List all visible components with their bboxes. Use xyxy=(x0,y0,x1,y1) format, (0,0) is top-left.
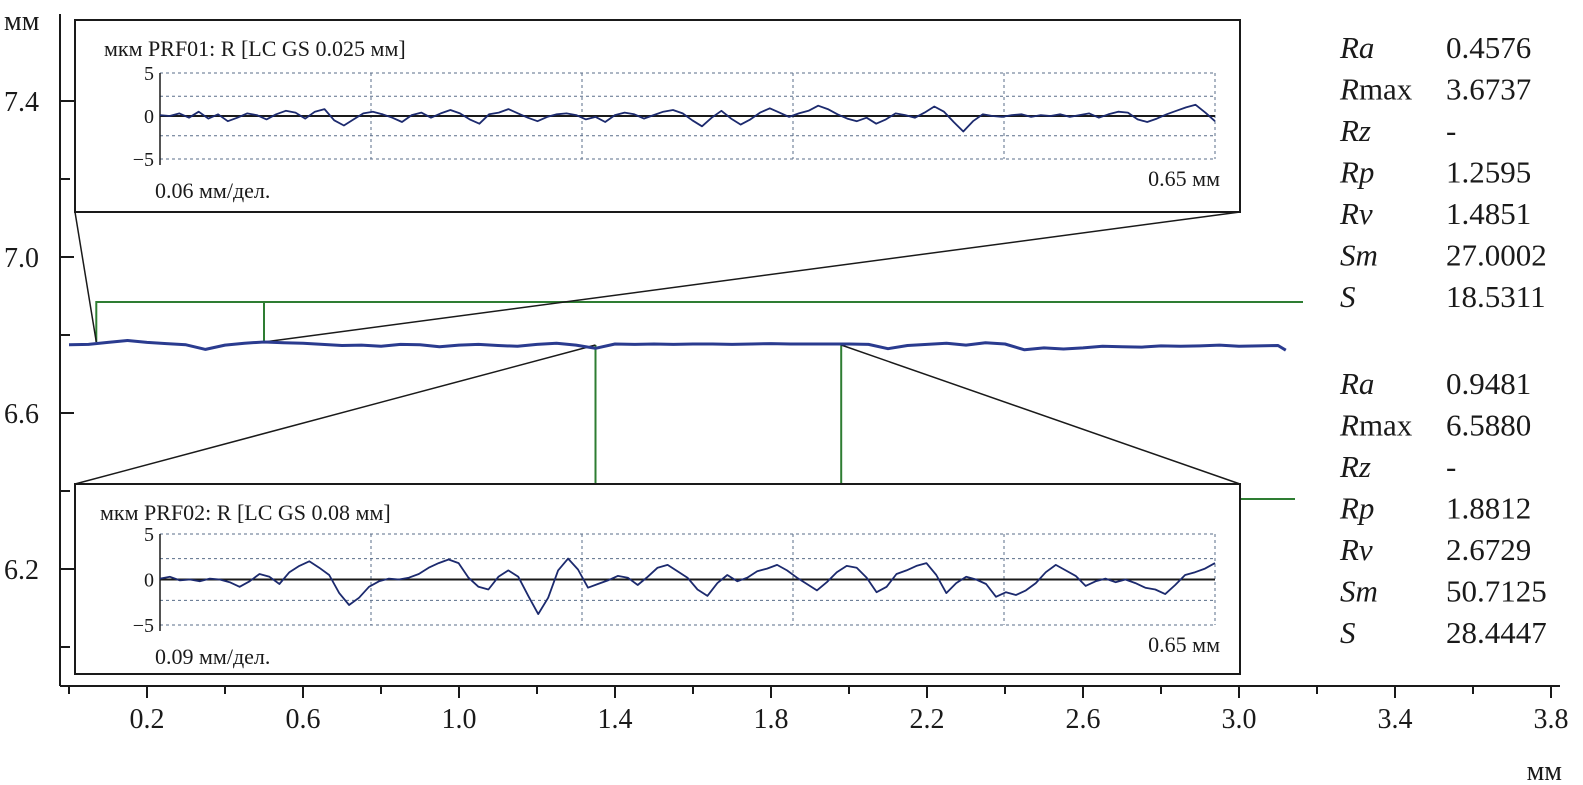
x-tick-label: 2.6 xyxy=(1066,704,1101,735)
y-tick-label: 7.0 xyxy=(4,243,39,274)
params-table-1: Ra 0.4576 Rmax 3.6737 Rz - Rp 1.2595 Rv 1.4851 Sm 2… xyxy=(1339,30,1547,314)
param-name: Rv xyxy=(1339,532,1373,567)
x-tick-label: 3.4 xyxy=(1378,704,1413,735)
main-profile-line xyxy=(68,339,1287,352)
inset-prf01: 5 0 −5 мкм PRF01: R [LC GS 0.025 мм] 0.06 мм… xyxy=(74,19,1241,213)
selection-markers xyxy=(74,211,1303,500)
params-table-2: Ra 0.9481 Rmax 6.5880 Rz - Rp 1.8812 Rv 2.6729 Sm 5… xyxy=(1339,366,1547,650)
inset-profile-line xyxy=(159,103,1216,133)
inset-title: мкм PRF02: R [LC GS 0.08 мм] xyxy=(100,500,391,525)
param-value: 2.6729 xyxy=(1446,532,1531,567)
x-tick-label: 3.8 xyxy=(1534,704,1569,735)
inset-y-tick-label: 0 xyxy=(144,570,154,592)
y-tick-label: 7.4 xyxy=(4,87,39,118)
param-value: 0.9481 xyxy=(1446,366,1531,401)
y-tick-label: 6.6 xyxy=(4,399,39,430)
param-value: 18.5311 xyxy=(1446,279,1546,314)
inset-y-tick-label: 0 xyxy=(144,106,154,128)
insets: 5 0 −5 мкм PRF01: R [LC GS 0.025 мм] 0.06 мм… xyxy=(74,19,1241,675)
inset-prf02: 5 0 −5 мкм PRF02: R [LC GS 0.08 мм] 0.09 мм/… xyxy=(74,483,1241,675)
inset-y-tick-label: −5 xyxy=(133,615,154,637)
x-tick-label: 3.0 xyxy=(1222,704,1257,735)
param-value: 1.8812 xyxy=(1446,491,1531,526)
x-tick-label: 1.4 xyxy=(598,704,633,735)
parameter-tables: Ra 0.4576 Rmax 3.6737 Rz - Rp 1.2595 Rv 1.4851 Sm 2… xyxy=(1339,30,1547,650)
inset-scale-label: 0.09 мм/дел. xyxy=(155,644,270,669)
y-axis-unit: мм xyxy=(4,6,40,37)
x-tick-label: 1.8 xyxy=(754,704,789,735)
x-axis-unit: мм xyxy=(1527,756,1563,785)
x-tick-label: 2.2 xyxy=(910,704,945,735)
zoom-line-prf02-left xyxy=(74,344,596,485)
inset-profile-line xyxy=(159,557,1216,615)
param-name: Rv xyxy=(1339,196,1373,231)
zoom-line-prf02-right xyxy=(840,344,1241,485)
param-value: 28.4447 xyxy=(1446,615,1547,650)
param-value: 3.6737 xyxy=(1446,72,1531,107)
param-name: Sm xyxy=(1340,574,1378,609)
inset-scale-label: 0.06 мм/дел. xyxy=(155,178,270,203)
param-name: Rmax xyxy=(1339,408,1413,443)
x-tick-label: 0.6 xyxy=(286,704,321,735)
axes: 0.2 0.6 1.0 1.4 1.8 2.2 2.6 3.0 3.4 3.8 мм 7.4 7.0 6.… xyxy=(4,6,1569,785)
param-value: - xyxy=(1446,449,1456,484)
param-value: 50.7125 xyxy=(1446,574,1547,609)
param-name: Rp xyxy=(1339,491,1374,526)
zoom-line-prf01-right xyxy=(263,211,1241,343)
param-value: 1.4851 xyxy=(1446,196,1531,231)
x-tick-label: 1.0 xyxy=(442,704,477,735)
param-name: Ra xyxy=(1339,30,1374,65)
param-name: Ra xyxy=(1339,366,1374,401)
param-value: 6.5880 xyxy=(1446,408,1531,443)
param-name: S xyxy=(1340,615,1356,650)
param-name: S xyxy=(1340,279,1356,314)
param-name: Rp xyxy=(1339,155,1374,190)
inset-y-tick-label: −5 xyxy=(133,149,154,171)
param-name: Sm xyxy=(1340,238,1378,273)
selection-bracket-prf02 xyxy=(594,345,1295,500)
param-value: 1.2595 xyxy=(1446,155,1531,190)
main-profile xyxy=(68,339,1287,352)
param-name: Rz xyxy=(1339,449,1371,484)
inset-y-tick-label: 5 xyxy=(144,63,154,85)
param-value: 27.0002 xyxy=(1446,238,1547,273)
inset-length-label: 0.65 мм xyxy=(1148,166,1220,191)
param-value: - xyxy=(1446,113,1456,148)
x-tick-label: 0.2 xyxy=(130,704,165,735)
inset-title: мкм PRF01: R [LC GS 0.025 мм] xyxy=(104,36,406,61)
param-name: Rz xyxy=(1339,113,1371,148)
inset-y-tick-label: 5 xyxy=(144,524,154,546)
y-tick-label: 6.2 xyxy=(4,555,39,586)
inset-length-label: 0.65 мм xyxy=(1148,632,1220,657)
selection-bracket-prf01 xyxy=(95,301,1303,342)
zoom-line-prf01-left xyxy=(74,211,98,343)
param-value: 0.4576 xyxy=(1446,30,1531,65)
param-name: Rmax xyxy=(1339,72,1413,107)
